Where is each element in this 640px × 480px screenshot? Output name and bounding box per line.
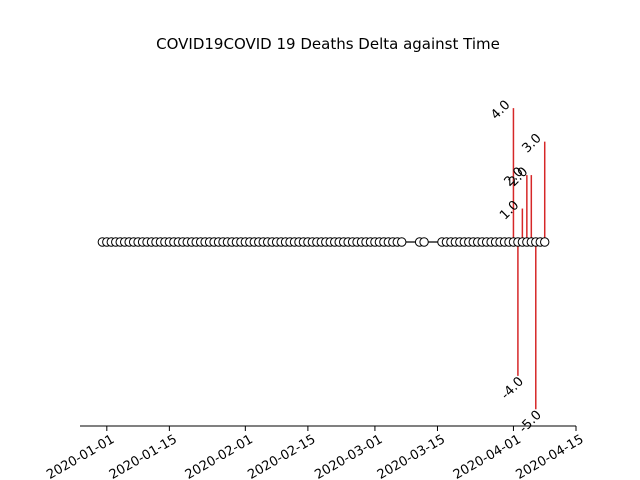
marker: [419, 237, 429, 247]
x-tick-label: 2020-02-01: [183, 432, 256, 480]
x-tick-label: 2020-03-01: [312, 432, 385, 480]
marker: [540, 237, 550, 247]
data-label: -4.0: [498, 374, 527, 403]
x-tick-label: 2020-02-15: [245, 432, 318, 480]
data-label: -5.0: [516, 408, 545, 437]
marker: [397, 237, 407, 247]
x-tick-label: 2020-04-01: [451, 432, 524, 480]
markers-layer: [97, 237, 550, 247]
x-tick-label: 2020-03-15: [375, 432, 448, 480]
x-tick-label: 2020-04-15: [513, 432, 586, 480]
x-tick-label: 2020-01-01: [44, 432, 117, 480]
x-tick-label: 2020-01-15: [107, 432, 180, 480]
chart-title: COVID19COVID 19 Deaths Delta against Tim…: [156, 35, 500, 53]
data-label: 1.0: [497, 198, 522, 223]
data-label: 4.0: [488, 98, 513, 123]
stems-layer: [512, 108, 546, 410]
data-label: 3.0: [519, 131, 544, 156]
